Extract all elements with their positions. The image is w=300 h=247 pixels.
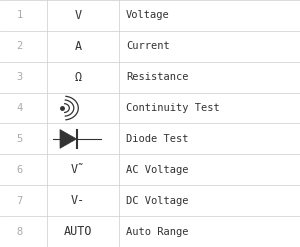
Text: Resistance: Resistance bbox=[126, 72, 188, 82]
Text: DC Voltage: DC Voltage bbox=[126, 196, 188, 206]
Text: 1: 1 bbox=[16, 10, 22, 21]
Text: Current: Current bbox=[126, 41, 170, 51]
Text: V: V bbox=[74, 9, 82, 22]
Text: A: A bbox=[74, 40, 82, 53]
Text: 5: 5 bbox=[16, 134, 22, 144]
Text: AUTO: AUTO bbox=[64, 225, 92, 238]
Text: AC Voltage: AC Voltage bbox=[126, 165, 188, 175]
Text: Ω: Ω bbox=[74, 71, 82, 84]
Text: Continuity Test: Continuity Test bbox=[126, 103, 220, 113]
Text: 8: 8 bbox=[16, 226, 22, 237]
Text: 3: 3 bbox=[16, 72, 22, 82]
Polygon shape bbox=[60, 130, 76, 148]
Text: 2: 2 bbox=[16, 41, 22, 51]
Text: Diode Test: Diode Test bbox=[126, 134, 188, 144]
Text: Auto Range: Auto Range bbox=[126, 226, 188, 237]
Text: V-: V- bbox=[71, 194, 85, 207]
Text: 4: 4 bbox=[16, 103, 22, 113]
Text: Voltage: Voltage bbox=[126, 10, 170, 21]
Text: 6: 6 bbox=[16, 165, 22, 175]
Text: V˜: V˜ bbox=[71, 163, 85, 176]
Text: 7: 7 bbox=[16, 196, 22, 206]
